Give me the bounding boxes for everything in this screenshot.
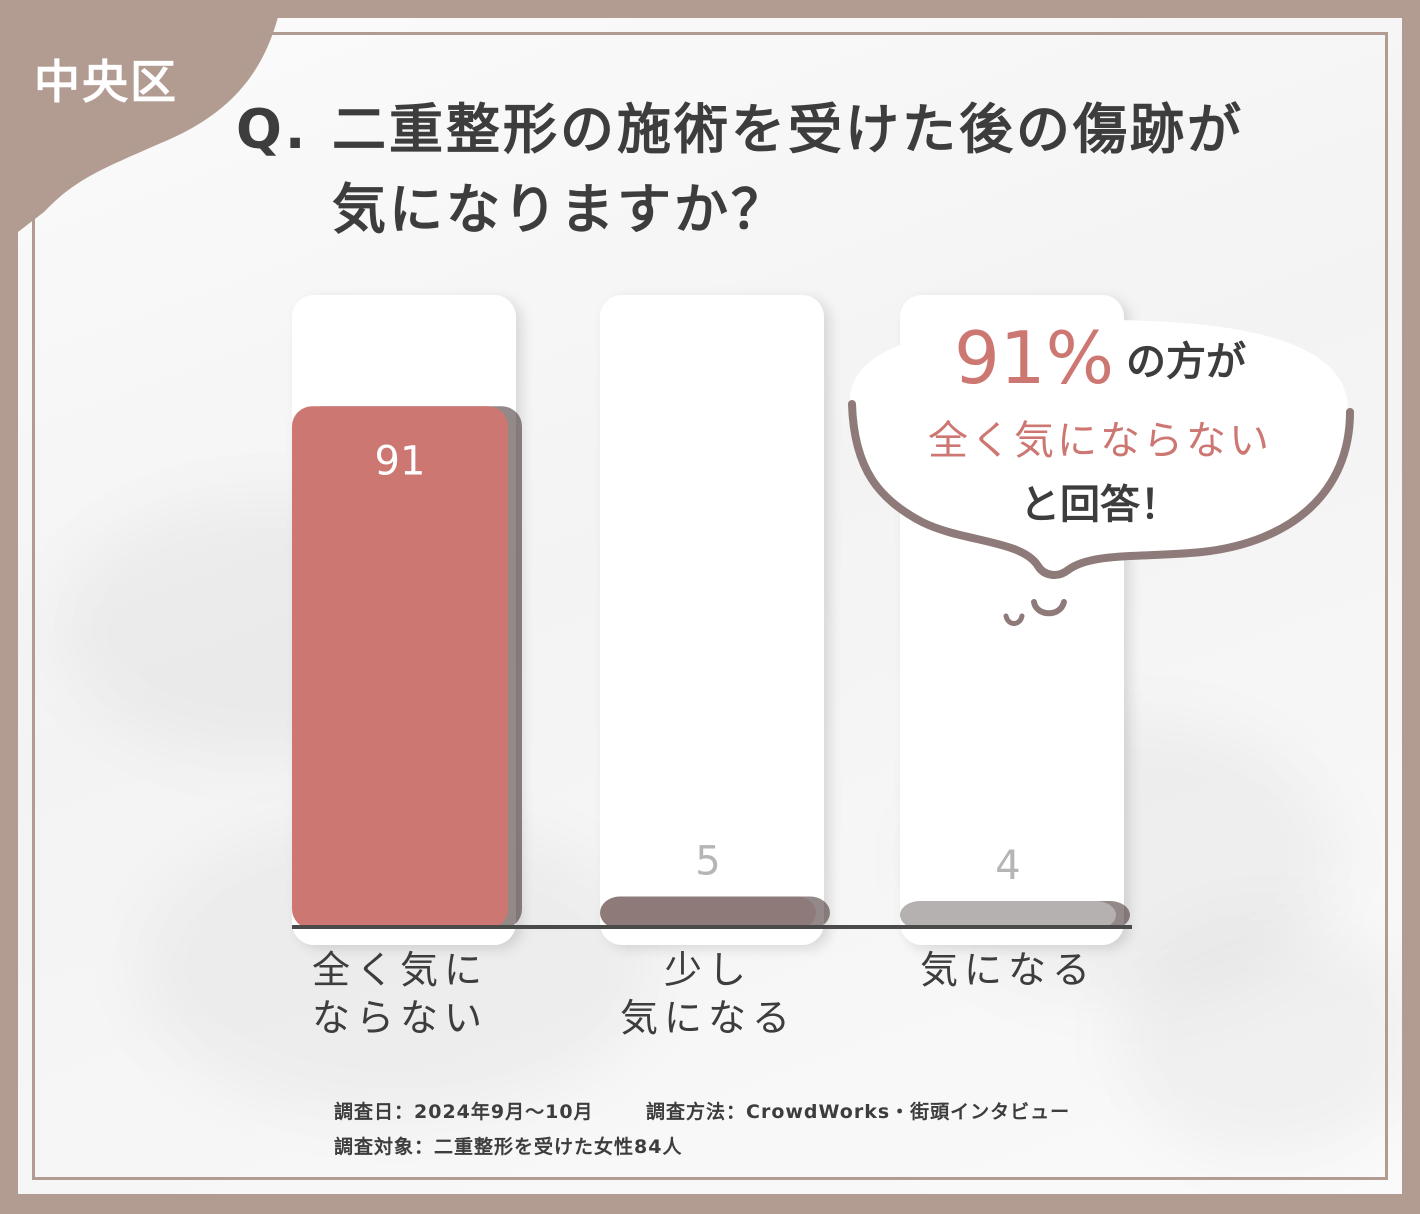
speech-bubble bbox=[848, 320, 1354, 626]
callout-percent: 91% bbox=[953, 316, 1115, 400]
chart-title: Q. 二重整形の施術を受けた後の傷跡が 気になりますか？ bbox=[236, 90, 1244, 250]
bar-0 bbox=[292, 406, 508, 929]
callout-text: 91% の方が 全く気にならない と回答！ bbox=[860, 316, 1340, 530]
title-line-2: 気になりますか？ bbox=[332, 178, 788, 241]
callout-closing: と回答！ bbox=[1020, 482, 1180, 528]
district-badge: 中央区 bbox=[34, 55, 178, 109]
value-label-1: 5 bbox=[695, 839, 720, 885]
category-label-2: 気になる bbox=[919, 948, 1096, 992]
value-label-2: 4 bbox=[995, 843, 1020, 889]
bar-1 bbox=[600, 896, 816, 929]
bar-2 bbox=[900, 901, 1116, 929]
footnote-target: 調査対象：二重整形を受けた女性84人 bbox=[334, 1136, 683, 1158]
corner-badge-shape bbox=[0, 0, 282, 232]
category-label-1: 少し 気になる bbox=[619, 948, 796, 1040]
value-label-0: 91 bbox=[375, 438, 426, 484]
callout-suffix: の方が bbox=[1126, 339, 1247, 385]
footnote-date: 調査日：2024年9月～10月 bbox=[334, 1101, 594, 1123]
bar-track-1 bbox=[600, 295, 824, 945]
callout-highlight: 全く気にならない bbox=[928, 418, 1272, 464]
title-line-1: 二重整形の施術を受けた後の傷跡が bbox=[332, 98, 1244, 161]
category-label-0: 全く気に ならない bbox=[311, 948, 488, 1040]
question-prefix: Q. bbox=[236, 98, 309, 161]
footnote-method: 調査方法：CrowdWorks・街頭インタビュー bbox=[646, 1101, 1071, 1123]
